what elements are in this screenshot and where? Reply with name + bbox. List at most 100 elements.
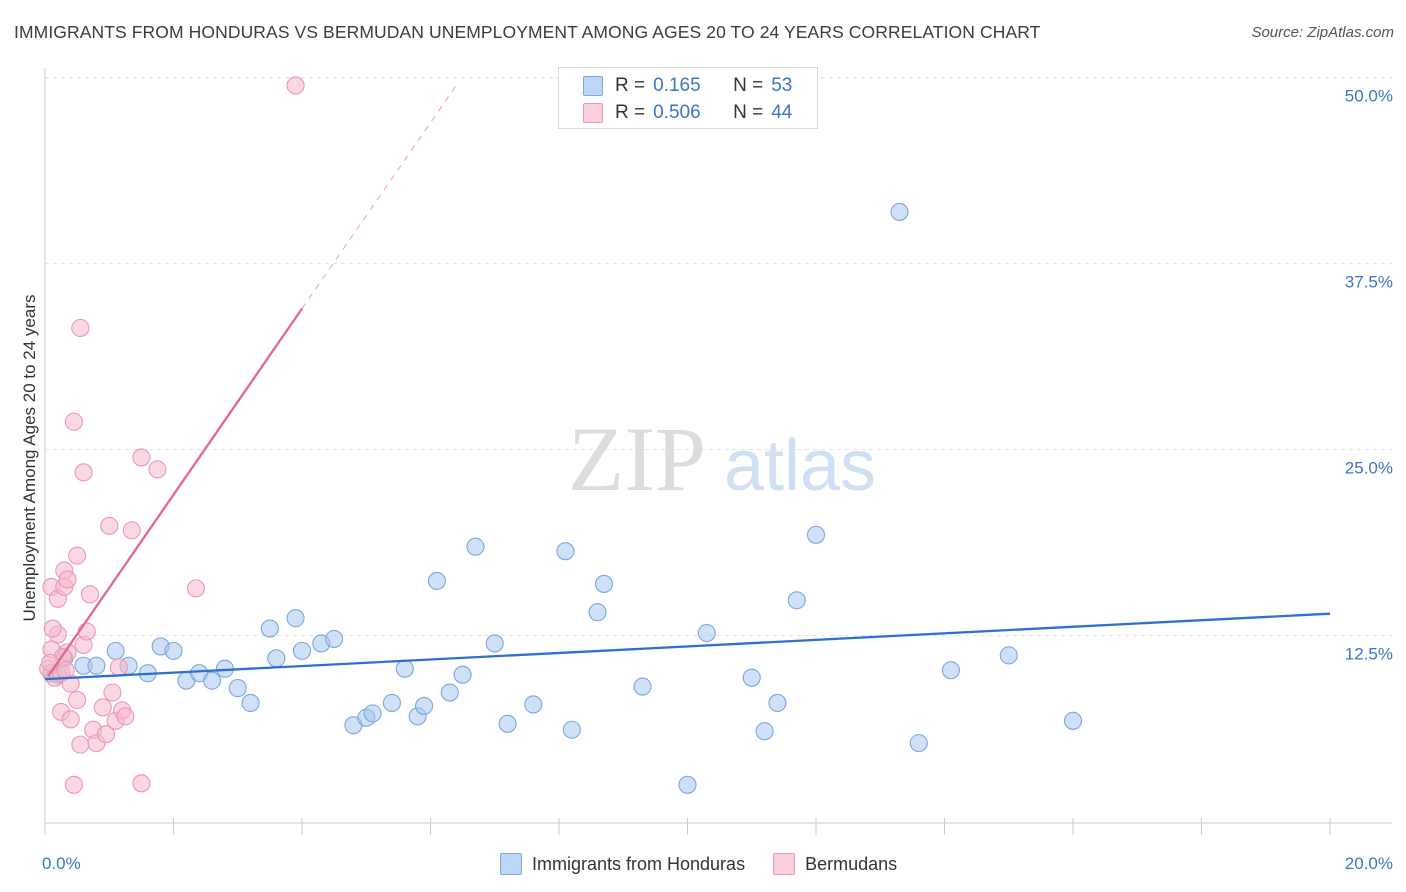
bermudan-point [58,570,77,589]
bermudans-legend-label: Bermudans [805,853,898,874]
bermudan-point [64,775,83,794]
honduras-point [286,609,305,628]
honduras-point [678,775,697,794]
honduras-point [292,641,312,660]
honduras-point [562,720,581,739]
bermudans-swatch [583,103,603,123]
honduras-point [241,693,260,713]
r-label: R = [615,75,646,96]
legend-row-honduras: R = 0.165 N = 53 [583,74,792,98]
honduras-point [588,603,607,622]
honduras-point [633,677,652,696]
honduras-point [106,641,125,660]
y-tick-label: 37.5% [1345,273,1393,292]
n-label: N = [733,102,764,123]
correlation-legend: R = 0.165 N = 53 R = 0.506 N = 44 [558,67,818,129]
honduras-point [909,734,928,753]
bermudan-point [56,661,75,680]
bermudan-trend-line [47,307,303,677]
honduras-point [203,671,222,690]
chart-title: IMMIGRANTS FROM HONDURAS VS BERMUDAN UNE… [14,22,1041,42]
bermudan-point [186,579,206,598]
n-label: N = [733,75,764,96]
honduras-point [999,646,1018,665]
y-tick-label: 25.0% [1345,459,1393,478]
honduras-point [806,525,826,544]
bermudan-point [96,725,116,744]
bermudan-point [71,318,90,338]
bermudan-point [68,690,87,710]
honduras-point [415,696,434,715]
watermark-atlas: atlas [724,426,876,506]
bermudans-r-value: 0.506 [653,102,701,123]
bermudan-trend-extension [301,85,457,309]
series-1-points [39,76,305,794]
bermudan-point [80,585,100,604]
honduras-point [260,619,279,638]
honduras-point [787,591,806,610]
honduras-point [363,704,382,723]
honduras-point [395,659,414,678]
series-legend: Immigrants from Honduras Bermudans [500,852,925,876]
watermark-zip: ZIP [568,408,706,510]
source-label: Source: ZipAtlas.com [1251,24,1394,41]
tick-labels: 12.5% 25.0% 37.5% 50.0% 0.0% 20.0% [42,87,1393,874]
bermudan-point [77,622,96,641]
honduras-point [267,649,286,668]
r-label: R = [615,102,646,123]
bermudan-point [100,516,119,535]
y-tick-label: 50.0% [1345,87,1393,106]
legend-row-bermudans: R = 0.506 N = 44 [583,101,792,125]
honduras-point [440,683,459,702]
honduras-point [594,574,614,593]
honduras-legend-swatch [500,853,522,875]
x-tick-label-max: 20.0% [1345,854,1393,873]
honduras-legend-label: Immigrants from Honduras [532,853,746,874]
series-0-points [42,202,1083,794]
legend-item-bermudans[interactable]: Bermudans [773,853,897,875]
bermudan-point [132,448,151,467]
honduras-r-value: 0.165 [653,75,701,96]
honduras-point [1063,711,1083,730]
bermudan-point [93,698,112,717]
honduras-point [87,656,106,675]
honduras-point [768,693,787,713]
bermudan-point [286,76,305,95]
bermudan-point [61,710,80,729]
honduras-point [485,634,504,653]
legend-item-honduras[interactable]: Immigrants from Honduras [500,853,745,875]
honduras-point [742,668,761,687]
honduras-point [941,661,960,680]
honduras-trend-line [44,612,1331,681]
bermudan-point [132,774,151,793]
honduras-point [228,679,247,698]
honduras-n-value: 53 [771,75,793,96]
honduras-point [427,571,446,590]
bermudans-n-value: 44 [771,102,793,123]
bermudan-point [68,546,87,565]
y-axis-label: Unemployment Among Ages 20 to 24 years [20,294,39,622]
honduras-point [164,641,183,660]
honduras-point [498,714,517,733]
bermudan-point [103,683,122,702]
honduras-point [524,695,543,714]
honduras-point [556,542,575,561]
trend-layer [44,85,1331,681]
grid-layer [45,77,1392,636]
x-tick-label-min: 0.0% [42,854,81,873]
honduras-point [325,629,344,649]
y-tick-label: 12.5% [1345,645,1393,664]
honduras-point [382,693,402,713]
honduras-point [466,537,485,556]
bermudan-point [74,463,93,482]
points-layer [39,76,1083,794]
honduras-point [697,623,716,643]
bermudan-point [116,707,135,726]
bermudan-point [148,460,167,479]
bermudan-point [43,619,62,638]
bermudan-point [109,658,128,677]
honduras-point [453,665,472,684]
bermudan-point [64,412,83,431]
bermudans-legend-swatch [773,853,796,875]
